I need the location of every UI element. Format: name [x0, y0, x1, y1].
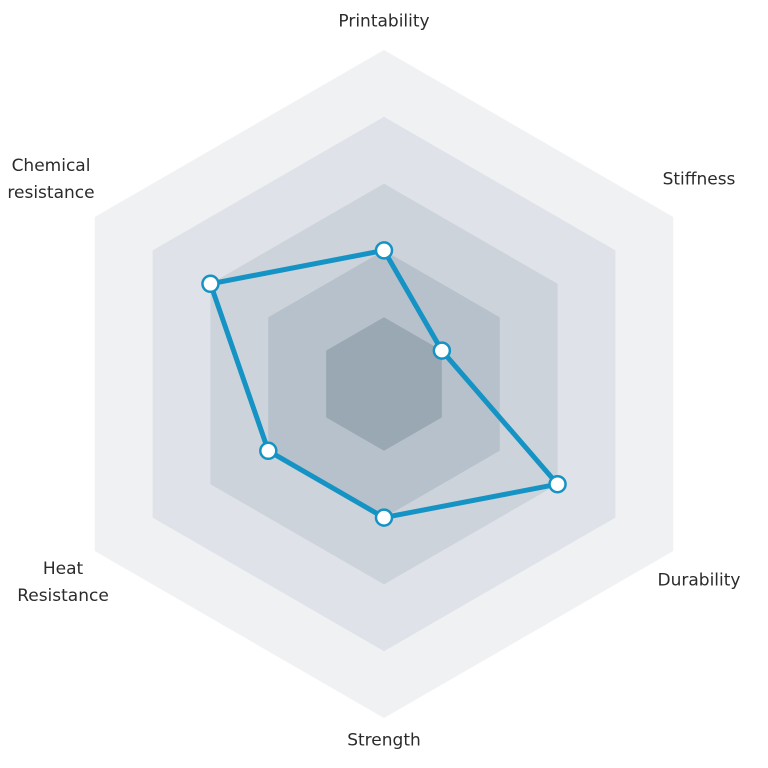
data-point	[201, 274, 220, 294]
data-point	[374, 241, 394, 260]
axis-label: Stiffness	[662, 169, 736, 190]
grid-ring	[326, 317, 442, 451]
data-point	[432, 341, 452, 360]
axis-label: Chemical resistance	[7, 156, 95, 203]
data-point	[548, 474, 567, 494]
data-point	[374, 508, 394, 527]
axis-label: Printability	[338, 11, 430, 32]
axis-label: Strength	[347, 730, 421, 751]
axis-label: Durability	[657, 570, 741, 591]
data-point	[259, 441, 278, 461]
axis-label: Heat Resistance	[17, 559, 109, 606]
